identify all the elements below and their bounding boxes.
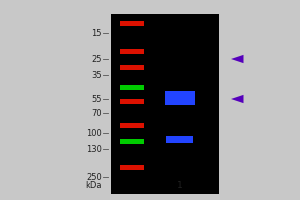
Text: 15: 15 bbox=[92, 28, 102, 38]
Bar bbox=[120, 122, 144, 128]
Bar bbox=[120, 84, 144, 90]
Text: 70: 70 bbox=[92, 108, 102, 117]
Text: 130: 130 bbox=[86, 144, 102, 154]
Bar bbox=[111, 14, 219, 194]
Bar bbox=[167, 136, 194, 142]
Text: kDa: kDa bbox=[85, 181, 102, 190]
Bar bbox=[120, 138, 144, 144]
Text: 25: 25 bbox=[92, 54, 102, 64]
Polygon shape bbox=[231, 55, 244, 63]
Bar bbox=[120, 64, 144, 70]
Text: 100: 100 bbox=[86, 129, 102, 138]
Text: 55: 55 bbox=[92, 95, 102, 104]
Text: 1: 1 bbox=[177, 181, 183, 190]
Bar bbox=[120, 48, 144, 53]
Text: 250: 250 bbox=[86, 172, 102, 182]
Text: 35: 35 bbox=[92, 71, 102, 79]
Bar bbox=[165, 91, 195, 105]
Bar bbox=[120, 164, 144, 170]
Bar bbox=[120, 98, 144, 104]
Bar bbox=[120, 21, 144, 25]
Polygon shape bbox=[231, 95, 244, 103]
